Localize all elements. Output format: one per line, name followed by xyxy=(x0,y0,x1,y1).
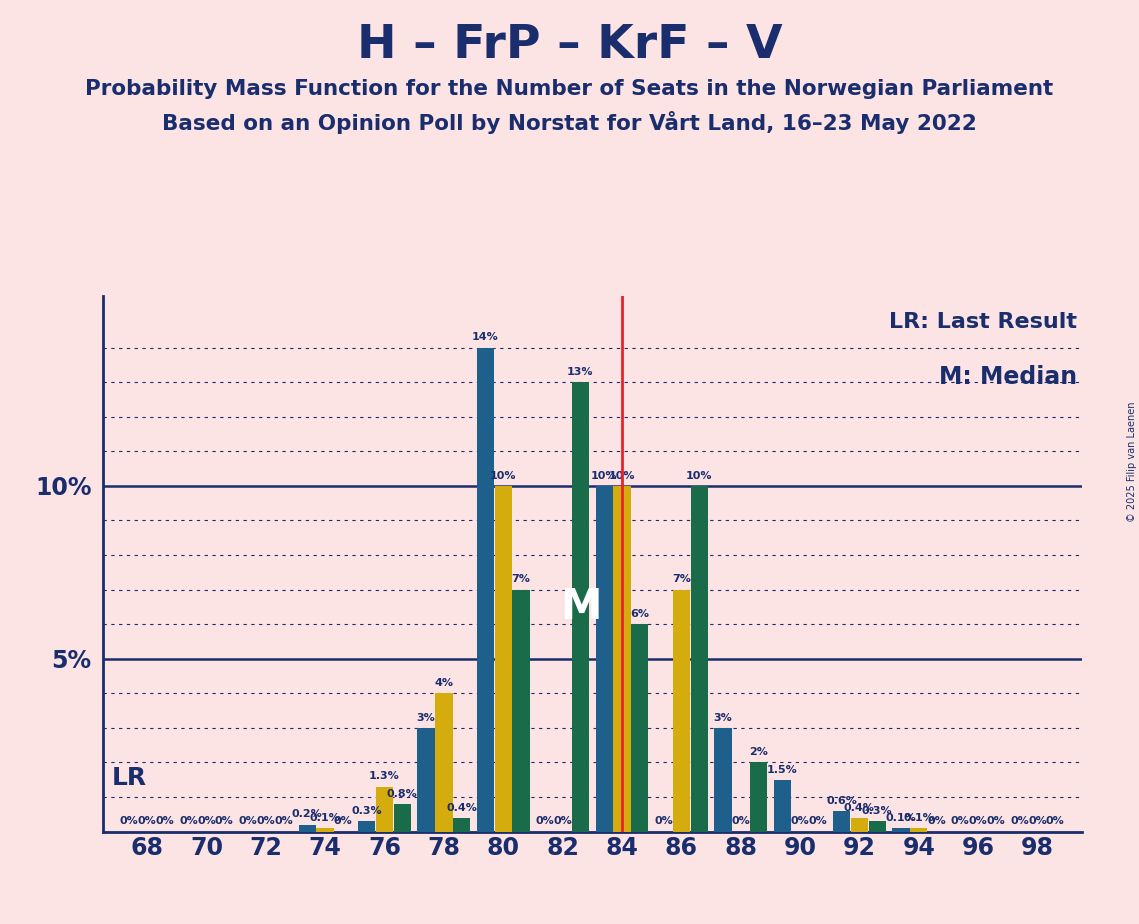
Bar xyxy=(910,828,927,832)
Bar xyxy=(513,590,530,832)
Bar xyxy=(851,818,868,832)
Text: 3%: 3% xyxy=(417,712,435,723)
Text: 0.1%: 0.1% xyxy=(310,813,341,823)
Text: 0%: 0% xyxy=(1010,817,1030,826)
Bar xyxy=(631,624,648,832)
Text: 0.2%: 0.2% xyxy=(292,809,322,820)
Text: 3%: 3% xyxy=(713,712,732,723)
Bar xyxy=(892,828,910,832)
Text: 13%: 13% xyxy=(567,367,593,377)
Text: 2%: 2% xyxy=(749,748,768,758)
Bar xyxy=(714,728,731,832)
Text: 0%: 0% xyxy=(554,817,572,826)
Text: 0.4%: 0.4% xyxy=(446,803,477,812)
Text: 0%: 0% xyxy=(334,817,352,826)
Text: 1.5%: 1.5% xyxy=(767,764,797,774)
Text: 0.1%: 0.1% xyxy=(903,813,934,823)
Text: 0.3%: 0.3% xyxy=(862,806,893,816)
Bar xyxy=(869,821,886,832)
Text: LR: Last Result: LR: Last Result xyxy=(890,311,1077,332)
Text: 10%: 10% xyxy=(490,470,516,480)
Text: 4%: 4% xyxy=(434,678,453,688)
Text: Based on an Opinion Poll by Norstat for Vårt Land, 16–23 May 2022: Based on an Opinion Poll by Norstat for … xyxy=(162,111,977,134)
Text: © 2025 Filip van Laenen: © 2025 Filip van Laenen xyxy=(1126,402,1137,522)
Text: 0%: 0% xyxy=(951,817,969,826)
Text: 0%: 0% xyxy=(1046,817,1065,826)
Text: 0%: 0% xyxy=(1029,817,1047,826)
Text: 0%: 0% xyxy=(274,817,293,826)
Bar xyxy=(572,383,589,832)
Text: M: Median: M: Median xyxy=(939,365,1077,389)
Text: 10%: 10% xyxy=(608,470,636,480)
Text: 7%: 7% xyxy=(511,575,531,584)
Text: 0.4%: 0.4% xyxy=(844,803,875,812)
Bar xyxy=(613,486,631,832)
Bar xyxy=(317,828,334,832)
Text: 0%: 0% xyxy=(809,817,827,826)
Text: 0.6%: 0.6% xyxy=(826,796,857,806)
Text: M: M xyxy=(559,586,601,628)
Bar xyxy=(833,811,850,832)
Text: 10%: 10% xyxy=(591,470,617,480)
Text: H – FrP – KrF – V: H – FrP – KrF – V xyxy=(357,23,782,68)
Text: LR: LR xyxy=(112,766,147,790)
Text: 0%: 0% xyxy=(215,817,233,826)
Bar xyxy=(690,486,707,832)
Bar xyxy=(394,804,411,832)
Text: 0%: 0% xyxy=(197,817,215,826)
Bar xyxy=(596,486,613,832)
Text: 0.3%: 0.3% xyxy=(351,806,382,816)
Text: 0%: 0% xyxy=(654,817,673,826)
Text: 0.1%: 0.1% xyxy=(886,813,917,823)
Text: 0%: 0% xyxy=(256,817,276,826)
Bar xyxy=(453,818,470,832)
Text: 14%: 14% xyxy=(472,333,499,343)
Bar xyxy=(494,486,511,832)
Bar xyxy=(749,762,768,832)
Text: Probability Mass Function for the Number of Seats in the Norwegian Parliament: Probability Mass Function for the Number… xyxy=(85,79,1054,99)
Bar xyxy=(358,821,376,832)
Text: 0%: 0% xyxy=(731,817,751,826)
Text: 0%: 0% xyxy=(535,817,555,826)
Text: 10%: 10% xyxy=(686,470,712,480)
Text: 0%: 0% xyxy=(927,817,947,826)
Text: 0%: 0% xyxy=(138,817,156,826)
Text: 0%: 0% xyxy=(179,817,198,826)
Text: 7%: 7% xyxy=(672,575,690,584)
Text: 0%: 0% xyxy=(790,817,810,826)
Text: 6%: 6% xyxy=(630,609,649,619)
Text: 0%: 0% xyxy=(969,817,988,826)
Bar xyxy=(298,825,316,832)
Bar xyxy=(376,786,393,832)
Bar xyxy=(417,728,435,832)
Text: 0%: 0% xyxy=(155,817,174,826)
Text: 0%: 0% xyxy=(238,817,257,826)
Bar xyxy=(773,780,790,832)
Bar xyxy=(673,590,690,832)
Bar xyxy=(477,347,494,832)
Text: 1.3%: 1.3% xyxy=(369,772,400,782)
Text: 0%: 0% xyxy=(120,817,139,826)
Text: 0.8%: 0.8% xyxy=(387,789,418,798)
Bar xyxy=(435,693,452,832)
Text: 0%: 0% xyxy=(986,817,1006,826)
